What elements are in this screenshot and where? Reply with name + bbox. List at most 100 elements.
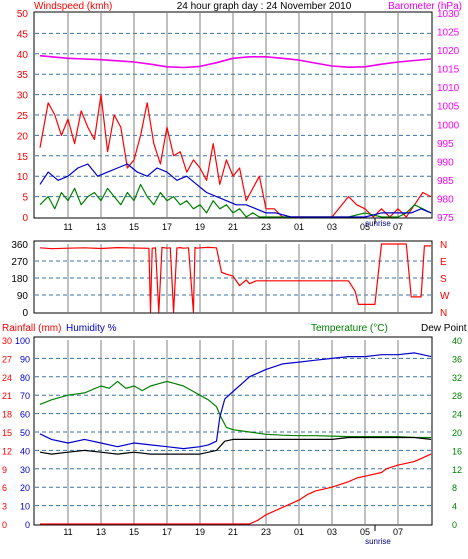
temp-hour-tick-labels: 11 13 15 17 19 21 23 01 03 05 07 [63,527,403,537]
direction-degree-tick: 180 [11,274,28,285]
direction-degree-tick: 90 [17,291,29,302]
humidity-tick: 60 [20,410,30,420]
direction-degree-tick: 0 [22,308,28,319]
rain-tick: 0 [2,520,7,530]
rain-tick-labels: 0 3 6 9 12 15 18 21 24 27 30 [2,336,12,530]
barometer-tick: 1030 [437,9,460,20]
windspeed-tick: 30 [17,91,29,102]
humidity-tick: 70 [20,391,30,401]
humidity-tick: 20 [20,483,30,493]
barometer-axis-label: Barometer (hPa) [388,1,462,12]
windspeed-tick: 50 [17,9,29,20]
humidity-tick-labels: 0 10 20 30 40 50 60 70 80 90 100 [15,336,30,530]
rain-tick: 12 [2,446,12,456]
windspeed-axis-label: Windspeed (kmh) [34,1,112,12]
windspeed-tick-labels: 0 5 10 15 20 25 30 35 40 45 50 [17,9,29,224]
humidity-tick: 50 [20,428,30,438]
direction-degree-tick: 270 [11,257,28,268]
temperature-tick: 16 [452,446,462,456]
windspeed-tick: 10 [17,172,29,183]
humidity-tick: 10 [20,502,30,512]
wind-hour-tick-labels: 11 13 15 17 19 21 23 01 03 05 07 [63,222,403,232]
wind-x-tick: 17 [162,222,172,232]
temp-x-tick: 23 [261,527,271,537]
barometer-tick: 990 [437,157,454,168]
temp-x-tick: 01 [294,527,304,537]
temperature-tick: 12 [452,465,462,475]
rainfall-axis-label: Rainfall (mm) [2,323,61,334]
temp-x-tick: 21 [228,527,238,537]
wind-x-tick: 05 [360,222,370,232]
humidity-tick: 0 [25,520,30,530]
windspeed-tick: 5 [22,193,28,204]
sunrise-label-bottom: sunrise [365,537,391,546]
rain-tick: 3 [2,502,7,512]
direction-compass-tick: E [440,257,447,268]
temp-x-tick: 05 [360,527,370,537]
windspeed-tick: 15 [17,152,29,163]
humidity-tick: 90 [20,354,30,364]
temp-x-tick: 13 [96,527,106,537]
barometer-tick: 1015 [437,65,460,76]
humidity-tick: 40 [20,446,30,456]
barometer-tick: 1005 [437,102,460,113]
barometer-tick: 1000 [437,120,460,131]
wind-x-tick: 19 [195,222,205,232]
windspeed-tick: 20 [17,131,29,142]
temp-series-line [39,380,431,439]
temperature-axis-label: Temperature (°C) [311,323,388,334]
wind-x-tick: 13 [96,222,106,232]
barometer-tick: 975 [437,213,454,224]
wind-x-tick: 11 [63,222,72,232]
temp-x-tick: 03 [327,527,337,537]
direction-compass-tick: W [440,291,450,302]
temperature-tick: 32 [452,373,462,383]
temp-x-tick: 15 [129,527,139,537]
rain-tick: 15 [2,428,12,438]
rain-tick: 24 [2,373,12,383]
temperature-tick: 8 [452,483,457,493]
temperature-tick: 36 [452,354,462,364]
humidity-tick: 80 [20,373,30,383]
temperature-tick: 28 [452,391,462,401]
barometer-tick: 980 [437,194,454,205]
direction-compass-tick: S [440,274,447,285]
wind-panel-frame [33,11,433,219]
baro-series-line [39,54,432,69]
temp-x-tick: 07 [393,527,403,537]
direction-compass-tick: N [440,308,447,319]
direction-degree-tick: 360 [11,240,28,251]
barometer-tick: 1020 [437,46,460,57]
wind-baro-series [39,54,432,218]
gust-series-line [39,93,432,218]
rain-tick: 18 [2,410,12,420]
barometer-tick: 985 [437,176,454,187]
temp-x-tick: 11 [63,527,72,537]
windspeed-tick: 35 [17,70,29,81]
temperature-tick: 40 [452,336,462,346]
direction-degree-tick-labels: 0 90 180 270 360 [11,240,28,319]
temp-x-tick: 19 [195,527,205,537]
barometer-tick: 1010 [437,83,460,94]
wind-series-line [39,183,432,218]
barometer-tick: 995 [437,139,454,150]
wind-x-tick: 21 [228,222,238,232]
barometer-tick: 1025 [437,28,460,39]
rain-tick: 27 [2,354,12,364]
rain-series-line [40,453,432,525]
windspeed-tick: 25 [17,111,29,122]
temp-series [39,352,432,525]
wind-x-tick: 03 [327,222,337,232]
temperature-tick: 24 [452,410,462,420]
humidity-tick: 30 [20,465,30,475]
rain-tick: 9 [2,465,7,475]
sunrise-label: sunrise [365,219,391,228]
temperature-tick: 20 [452,428,462,438]
direction-vertical-gridlines [67,244,399,312]
direction-series [39,243,431,313]
humidity-axis-label: Humidity % [66,323,117,334]
dir-series-line [39,243,431,313]
